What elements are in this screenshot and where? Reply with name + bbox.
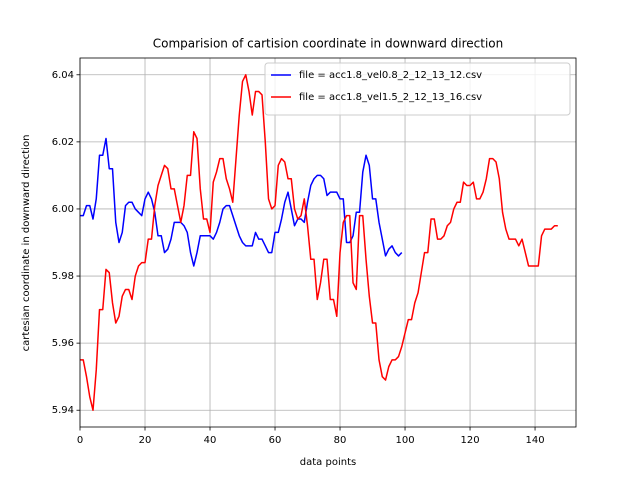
x-tick-label: 20 — [139, 435, 152, 446]
data-line — [80, 137, 403, 267]
x-tick-label: 0 — [77, 435, 83, 446]
y-tick-label: 6.00 — [52, 204, 74, 215]
x-tick-label: 60 — [269, 435, 282, 446]
x-tick-label: 120 — [460, 435, 479, 446]
x-tick-label: 100 — [395, 435, 414, 446]
legend-box — [264, 62, 571, 116]
legend-label: file = acc1.8_vel0.8_2_12_13_12.csv — [299, 70, 482, 81]
x-tick-label: 140 — [525, 435, 544, 446]
x-tick-label: 80 — [334, 435, 347, 446]
plot-frame — [79, 57, 577, 428]
legend-label: file = acc1.8_vel1.5_2_12_13_16.csv — [299, 92, 482, 103]
data-line — [80, 74, 558, 411]
y-axis-label: cartesian coordinate in downward directi… — [21, 135, 32, 352]
chart-title: Comparision of cartision coordinate in d… — [153, 37, 504, 51]
x-tick-label: 40 — [204, 435, 217, 446]
y-tick-label: 5.96 — [52, 338, 74, 349]
y-tick-label: 6.04 — [52, 70, 74, 81]
y-tick-label: 6.02 — [52, 137, 74, 148]
x-axis-label: data points — [300, 457, 356, 468]
y-tick-label: 5.98 — [52, 271, 74, 282]
y-tick-label: 5.94 — [52, 405, 74, 416]
